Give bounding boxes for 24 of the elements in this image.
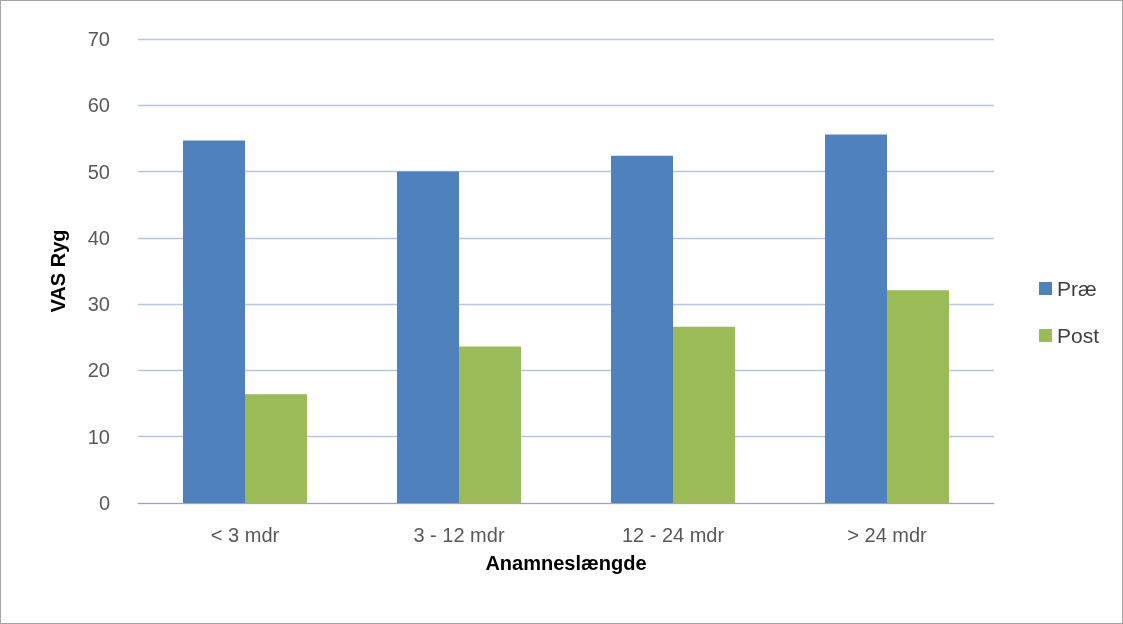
bar — [183, 140, 245, 503]
y-tick-label: 60 — [87, 94, 110, 117]
y-axis-title: VAS Ryg — [47, 229, 69, 313]
bar — [673, 326, 735, 503]
x-axis-title: Anamneslængde — [485, 552, 647, 574]
bar — [887, 290, 949, 503]
bar — [397, 171, 459, 503]
y-tick-label: 40 — [87, 226, 110, 249]
bar — [245, 394, 307, 503]
x-tick-label: > 24 mdr — [847, 524, 928, 546]
x-tick-label: 12 - 24 mdr — [621, 524, 725, 546]
legend-label: Post — [1056, 324, 1100, 347]
bar — [611, 155, 673, 503]
legend-label: Præ — [1056, 277, 1097, 300]
bar — [825, 134, 887, 503]
x-tick-label: 3 - 12 mdr — [413, 524, 505, 546]
x-tick-label: < 3 mdr — [210, 524, 280, 546]
y-tick-label: 70 — [87, 28, 110, 50]
y-tick-label: 10 — [87, 425, 110, 448]
y-tick-label: 30 — [87, 293, 110, 316]
y-tick-label: 20 — [87, 359, 110, 382]
bar — [459, 346, 521, 503]
y-tick-label: 0 — [98, 492, 110, 514]
y-tick-label: 50 — [87, 160, 110, 183]
